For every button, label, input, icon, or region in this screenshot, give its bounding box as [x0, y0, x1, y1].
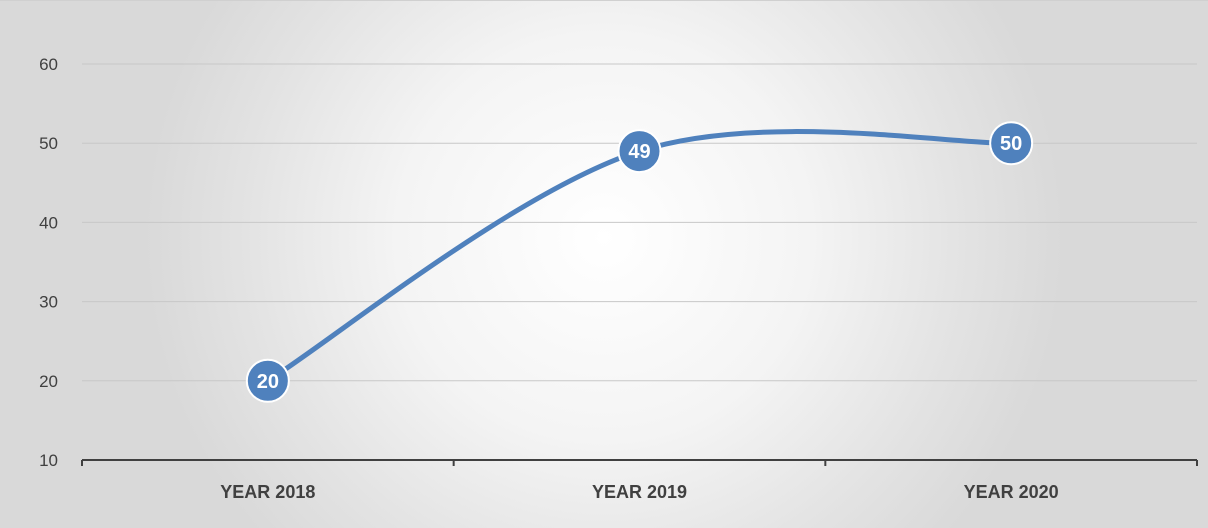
y-tick-label: 50 [39, 134, 58, 153]
y-tick-label: 60 [39, 55, 58, 74]
data-point-marker [617, 129, 662, 174]
gridlines [82, 63, 1197, 382]
x-tick-label: YEAR 2018 [220, 482, 315, 502]
data-point-marker [989, 121, 1034, 166]
x-tick-label: YEAR 2019 [592, 482, 687, 502]
x-axis: YEAR 2018 YEAR 2019 YEAR 2020 [81, 459, 1198, 502]
y-tick-label: 30 [39, 293, 58, 312]
y-tick-label: 40 [39, 213, 58, 232]
x-tick-label: YEAR 2020 [964, 482, 1059, 502]
y-tick-label: 10 [39, 451, 58, 470]
data-label: 20 [257, 371, 279, 393]
data-label: 49 [628, 141, 650, 163]
y-axis-labels: 10 20 30 40 50 60 [39, 55, 58, 470]
data-point-marker [245, 358, 290, 403]
y-tick-label: 20 [39, 372, 58, 391]
data-markers: 20 49 50 [245, 121, 1034, 403]
data-label: 50 [1000, 133, 1022, 155]
